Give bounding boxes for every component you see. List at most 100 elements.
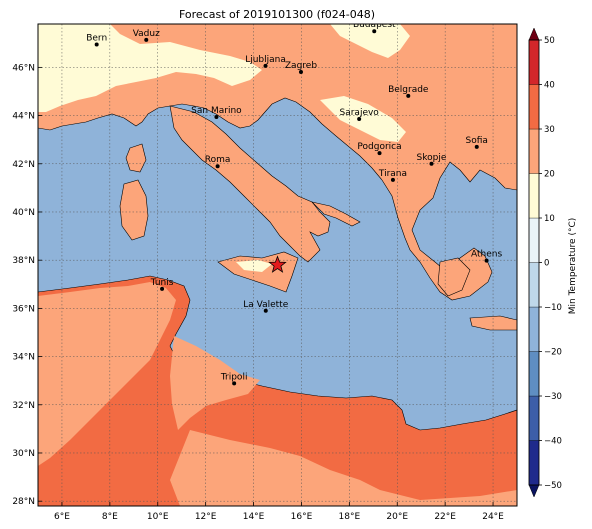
colorbar-extend-high — [528, 27, 540, 41]
city-label: La Valette — [243, 300, 288, 310]
colorbar-label: Min Temperature (°C) — [568, 218, 578, 315]
lon-tick-label: 24°E — [482, 512, 504, 522]
lat-tick-label: 32°N — [12, 401, 35, 411]
longitude-axis: 6°E 8°E 10°E 12°E 14°E 16°E 18°E 20°E 22°E 24°E — [54, 502, 504, 522]
city-label: Tunis — [150, 278, 174, 288]
highlight-star-marker — [268, 255, 287, 273]
colorbar-tick-label: −30 — [544, 392, 562, 402]
city-dot — [484, 258, 489, 263]
temperature-colorbar: −50 −40 −30 −20 −10 0 10 20 30 40 50 — [528, 27, 562, 498]
corsica — [125, 143, 147, 173]
colorbar-segment — [528, 128, 540, 174]
city-label: Podgorica — [357, 142, 401, 152]
sardinia — [119, 179, 149, 241]
lon-tick-label: 6°E — [54, 512, 70, 522]
city-label: Sofia — [466, 136, 488, 146]
lon-tick-label: 20°E — [386, 512, 408, 522]
colorbar-tick-label: 50 — [544, 36, 555, 46]
lon-tick-label: 10°E — [147, 512, 169, 522]
map-frame — [37, 23, 518, 507]
city-label: Skopje — [417, 153, 447, 163]
peloponnese — [437, 257, 471, 297]
city-label: Zagreb — [285, 61, 317, 71]
colorbar-segment — [528, 351, 540, 397]
lat-tick-label: 38°N — [12, 256, 35, 266]
figure-title: Forecast of 2019101300 (f024-048) — [179, 8, 375, 21]
lon-tick-label: 12°E — [195, 512, 217, 522]
colorbar-segment — [528, 39, 540, 85]
city-label: Tripoli — [220, 372, 248, 382]
lat-tick-label: 28°N — [12, 497, 35, 507]
lat-tick-label: 34°N — [12, 353, 35, 363]
tunisia-warm-band — [38, 282, 176, 466]
colorbar-tick-label: 20 — [544, 170, 555, 180]
lat-tick-label: 30°N — [12, 449, 35, 459]
colorbar-segment — [528, 217, 540, 263]
lon-tick-label: 16°E — [291, 512, 313, 522]
city-label: Roma — [205, 155, 231, 165]
lat-tick-label: 42°N — [12, 160, 35, 170]
city-dot — [263, 308, 268, 313]
lat-tick-label: 46°N — [12, 63, 35, 73]
calabria-heel — [311, 201, 361, 227]
desert-inner-band — [170, 430, 517, 506]
city-label: Athens — [471, 250, 502, 260]
city-label: Ljubljana — [245, 55, 286, 65]
lat-tick-label: 44°N — [12, 112, 35, 122]
lat-tick-label: 36°N — [12, 304, 35, 314]
alpine-cool-zone — [38, 24, 262, 112]
city-dot — [214, 115, 219, 120]
colorbar-tick-label: 0 — [544, 259, 549, 269]
city-label: Vaduz — [133, 29, 160, 39]
colorbar-segment — [528, 84, 540, 130]
city-dot — [298, 69, 303, 74]
city-dot — [160, 286, 165, 291]
colorbar-segment — [528, 306, 540, 352]
colorbar-segment — [528, 173, 540, 219]
city-dot — [372, 29, 377, 34]
city-dot — [144, 37, 149, 42]
colorbar-segment — [528, 440, 540, 486]
lat-tick-label: 40°N — [12, 208, 35, 218]
lon-tick-label: 8°E — [102, 512, 118, 522]
colorbar-tick-label: 40 — [544, 81, 555, 91]
italy-peninsula — [169, 105, 331, 263]
colorbar-tick-label: −20 — [544, 348, 562, 358]
pannonian-cool-zone — [330, 24, 410, 58]
city-label: Tirana — [378, 169, 407, 179]
city-dot — [263, 63, 268, 68]
city-label: Bern — [86, 33, 107, 43]
city-label: Sarajevo — [340, 108, 380, 118]
latitude-axis: 28°N 30°N 32°N 34°N 36°N 38°N 40°N 42°N 44°N 46°N — [12, 63, 42, 507]
city-dot — [215, 164, 220, 169]
colorbar-tick-label: −50 — [544, 481, 562, 491]
lon-tick-label: 14°E — [243, 512, 265, 522]
lon-tick-label: 22°E — [434, 512, 456, 522]
city-label: Belgrade — [388, 85, 429, 95]
colorbar-segment — [528, 262, 540, 308]
city-dot — [377, 151, 382, 156]
colorbar-tick-label: 30 — [544, 125, 555, 135]
city-dot — [94, 42, 99, 47]
city-dot — [232, 381, 237, 386]
city-label: San Marino — [191, 106, 242, 116]
city-label: Budapest — [353, 20, 396, 30]
lon-tick-label: 18°E — [339, 512, 361, 522]
crete — [469, 315, 517, 331]
colorbar-tick-label: −40 — [544, 437, 562, 447]
colorbar-extend-low — [528, 484, 540, 498]
city-dot — [390, 177, 395, 182]
colorbar-tick-label: −10 — [544, 303, 562, 313]
balkan-cool-zone — [320, 96, 406, 142]
libya-coast-band — [170, 336, 260, 430]
colorbar-tick-label: 10 — [544, 214, 555, 224]
city-dot — [474, 144, 479, 149]
colorbar-segment — [528, 395, 540, 441]
city-dot — [429, 161, 434, 166]
europe-landmass — [38, 24, 517, 301]
city-dot — [406, 93, 411, 98]
city-dot — [357, 116, 362, 121]
